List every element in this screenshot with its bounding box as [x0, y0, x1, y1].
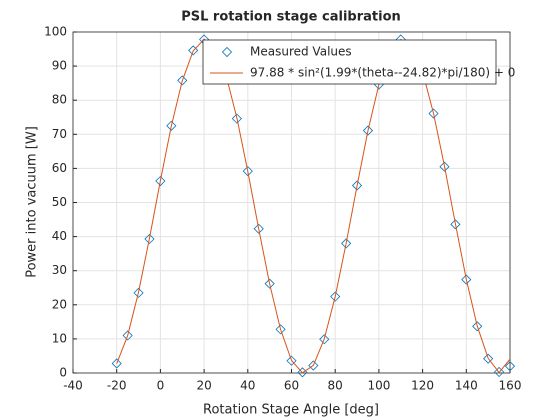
x-tick-label: -20	[107, 379, 127, 393]
x-tick-label: 40	[240, 379, 255, 393]
data-point	[253, 223, 264, 234]
data-point	[308, 360, 319, 371]
y-axis-label: Power into vacuum [W]	[25, 126, 40, 278]
y-tick-label: 0	[59, 366, 67, 380]
y-tick-label: 40	[52, 229, 67, 243]
chart-title: PSL rotation stage calibration	[181, 10, 401, 25]
data-point	[428, 108, 439, 119]
data-point	[504, 361, 516, 372]
legend-label: Measured Values	[250, 45, 352, 59]
fit-line	[116, 38, 511, 374]
x-tick-label: 80	[328, 379, 343, 393]
y-tick-label: 50	[52, 195, 67, 209]
y-tick-label: 90	[52, 59, 67, 73]
y-tick-label: 80	[52, 93, 67, 107]
data-point	[177, 75, 188, 86]
data-point	[275, 324, 286, 335]
data-point	[461, 274, 472, 285]
plot-frame	[72, 31, 511, 374]
x-tick-label: 160	[499, 379, 522, 393]
data-point	[483, 353, 494, 364]
x-tick-label: 20	[196, 379, 211, 393]
y-tick-label: 60	[52, 161, 67, 175]
y-tick-label: 30	[52, 263, 67, 277]
data-point	[439, 161, 450, 172]
y-tick-label: 20	[52, 297, 67, 311]
x-tick-label: 140	[455, 379, 478, 393]
legend-label: 97.88 * sin²(1.99*(theta--24.82)*pi/180)…	[250, 66, 515, 80]
y-tick-label: 10	[52, 331, 67, 345]
data-point	[144, 233, 155, 245]
y-tick-label: 70	[52, 127, 67, 141]
data-point	[330, 291, 341, 302]
legend-box	[202, 39, 497, 85]
data-point	[166, 120, 177, 131]
data-point	[286, 355, 297, 366]
legend-marker	[221, 46, 233, 58]
data-point	[133, 287, 144, 298]
data-point	[319, 334, 330, 345]
data-point	[450, 219, 461, 230]
x-tick-label: 100	[367, 379, 390, 393]
x-axis-label: Rotation Stage Angle [deg]	[203, 403, 379, 418]
data-point	[231, 113, 242, 124]
data-point	[341, 238, 352, 249]
data-point	[362, 125, 374, 136]
legend: Measured Values 97.88 * sin²(1.99*(theta-…	[202, 39, 515, 85]
x-tick-label: 60	[284, 379, 299, 393]
data-point	[111, 358, 122, 369]
data-point	[242, 166, 253, 177]
data-point	[472, 321, 483, 332]
data-point	[264, 278, 275, 289]
data-point	[351, 180, 363, 191]
y-tick-label: 100	[44, 25, 67, 39]
data-point	[122, 330, 133, 341]
data-point	[155, 175, 166, 187]
x-tick-label: 120	[411, 379, 434, 393]
data-point	[494, 366, 505, 378]
x-tick-label: -40	[63, 379, 83, 393]
x-tick-label: 0	[157, 379, 165, 393]
data-point	[188, 45, 199, 56]
